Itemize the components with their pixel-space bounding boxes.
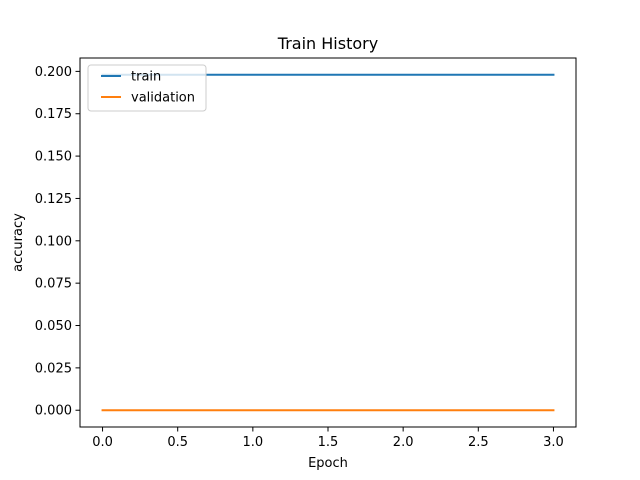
x-tick-label: 2.0 [393,435,414,450]
y-tick-label: 0.000 [35,404,72,419]
y-tick-label: 0.150 [35,150,72,165]
y-tick-label: 0.200 [35,65,72,80]
x-tick-label: 1.0 [243,435,264,450]
y-tick-label: 0.175 [35,107,72,122]
axes-frame [79,57,577,428]
x-tick-label: 0.0 [92,435,113,450]
legend: train validation [87,64,207,112]
x-tick-label: 1.5 [318,435,339,450]
x-ticks: 0.0 0.5 1.0 1.5 2.0 2.5 3.0 [92,427,564,450]
y-tick-label: 0.025 [35,361,72,376]
y-tick-label: 0.050 [35,319,72,334]
x-tick-label: 0.5 [167,435,188,450]
y-axis-label: accuracy [11,213,26,272]
y-tick-label: 0.075 [35,277,72,292]
legend-label-train: train [131,70,161,85]
x-tick-label: 3.0 [543,435,564,450]
y-tick-label: 0.100 [35,234,72,249]
x-axis-label: Epoch [308,456,348,471]
y-tick-label: 0.125 [35,192,72,207]
y-ticks: 0.000 0.025 0.050 0.075 0.100 0.125 0.150 0.175… [35,65,80,419]
legend-label-validation: validation [131,91,195,106]
x-tick-label: 2.5 [468,435,489,450]
plot-area [80,58,576,427]
chart-title: Train History [277,34,378,53]
